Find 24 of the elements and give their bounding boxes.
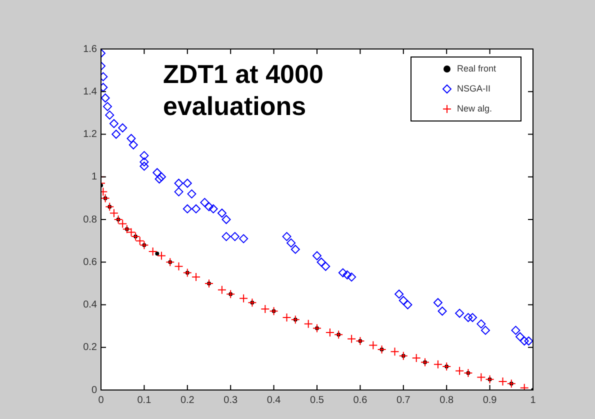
text: ZDT1 at 4000 evaluations xyxy=(163,59,324,122)
x-tick-label: 0.2 xyxy=(180,394,195,406)
x-tick-label: 0.4 xyxy=(266,394,282,406)
x-tick-label: 0.8 xyxy=(440,394,454,406)
legend-label: NSGA-II xyxy=(457,83,491,94)
y-tick-label: 0.2 xyxy=(83,342,98,354)
x-tick-label: 0.7 xyxy=(396,394,411,406)
y-tick-label: 1.6 xyxy=(83,44,98,55)
x-tick-label: 0.6 xyxy=(353,394,368,406)
x-tick-label: 0 xyxy=(98,394,104,406)
y-tick-label: 1.2 xyxy=(83,129,98,140)
x-tick-label: 1 xyxy=(530,394,536,406)
x-tick-label: 0.3 xyxy=(224,394,238,406)
x-tick-label: 0.1 xyxy=(137,394,152,406)
y-tick-label: 0 xyxy=(91,384,98,396)
legend-label: New alg. xyxy=(457,103,492,114)
y-tick-label: 1 xyxy=(91,172,98,183)
x-tick-label: 0.9 xyxy=(482,394,498,406)
y-tick-label: 0.6 xyxy=(83,256,98,268)
legend-label: Real front xyxy=(457,63,497,74)
y-tick-label: 0.8 xyxy=(83,214,98,226)
x-tick-label: 0.5 xyxy=(310,394,324,406)
y-tick-label: 1.4 xyxy=(83,86,98,98)
y-tick-label: 0.4 xyxy=(83,300,98,310)
